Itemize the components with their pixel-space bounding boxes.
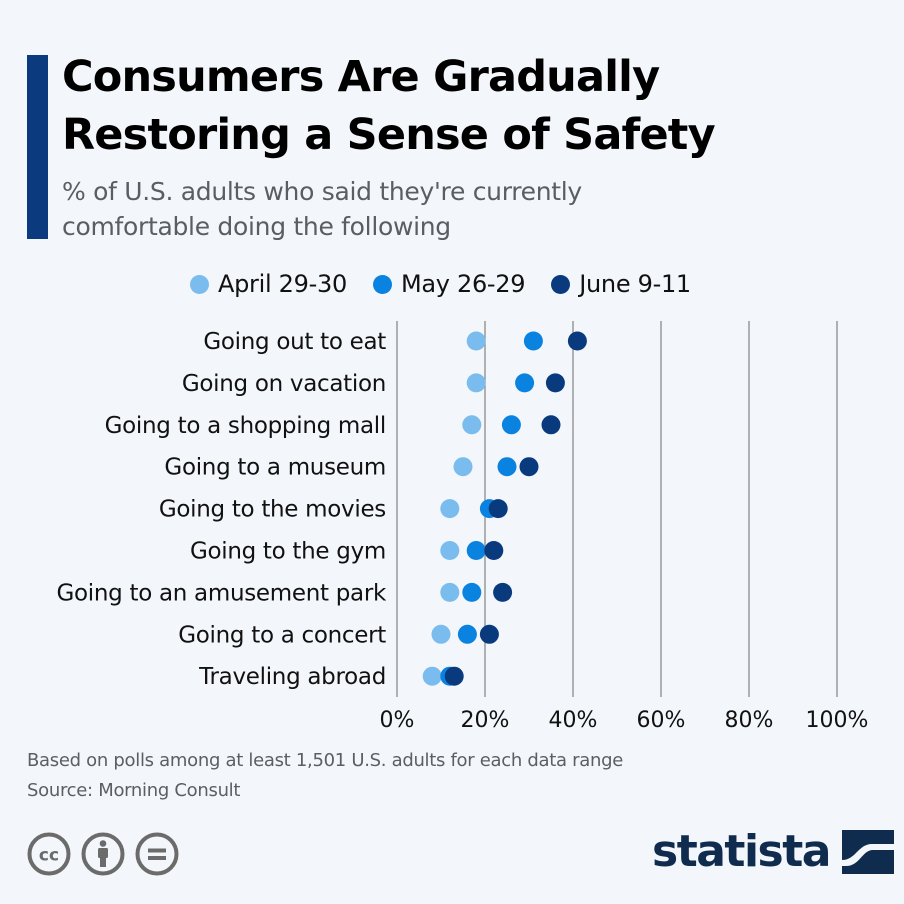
x-tick-label: 60% <box>637 708 686 733</box>
data-point-april-29-30 <box>453 457 473 477</box>
data-point-june-9-11 <box>519 457 539 477</box>
category-label: Traveling abroad <box>198 664 386 690</box>
footnote: Based on polls among at least 1,501 U.S.… <box>27 746 623 806</box>
svg-text:cc: cc <box>39 846 59 866</box>
subtitle-line-2: comfortable doing the following <box>62 212 451 241</box>
category-labels: Going out to eat Going on vacation Going t… <box>57 329 388 690</box>
data-point-may-26-29 <box>523 331 543 351</box>
data-point-april-29-30 <box>440 541 460 560</box>
statista-logo[interactable]: statista <box>652 826 894 878</box>
title-line-2: Restoring a Sense of Safety <box>62 110 716 160</box>
data-points <box>422 331 587 686</box>
data-point-april-29-30 <box>466 373 486 393</box>
legend-item-june: June 9-11 <box>551 270 691 298</box>
legend-dot-april <box>190 274 209 294</box>
x-tick-label: 20% <box>461 708 510 733</box>
category-label: Going to a museum <box>164 455 386 481</box>
cc-icon[interactable]: cc <box>27 832 71 876</box>
data-point-june-9-11 <box>567 331 587 351</box>
x-tick-label: 80% <box>725 708 774 733</box>
attribution-icon[interactable] <box>81 832 125 876</box>
data-point-june-9-11 <box>444 666 464 686</box>
data-point-may-26-29 <box>462 582 482 602</box>
data-point-april-29-30 <box>466 331 486 351</box>
no-derivatives-icon[interactable] <box>135 832 179 876</box>
data-point-april-29-30 <box>440 499 460 519</box>
data-point-june-9-11 <box>541 415 561 435</box>
data-point-may-26-29 <box>497 457 517 477</box>
legend-dot-may <box>372 274 392 294</box>
x-tick-label: 0% <box>380 708 415 733</box>
legend-label-april: April 29-30 <box>218 270 347 298</box>
legend-item-may: May 26-29 <box>372 270 526 298</box>
data-point-june-9-11 <box>493 582 513 602</box>
methodology-note: Based on polls among at least 1,501 U.S.… <box>27 750 624 771</box>
title-accent-bar <box>27 55 48 239</box>
category-label: Going out to eat <box>203 329 386 355</box>
data-point-may-26-29 <box>466 541 486 560</box>
data-point-june-9-11 <box>545 373 565 393</box>
data-point-may-26-29 <box>515 373 535 393</box>
statista-logo-icon <box>841 830 894 874</box>
brand-wordmark: statista <box>652 826 831 877</box>
data-point-may-26-29 <box>457 624 477 644</box>
data-point-june-9-11 <box>479 624 499 644</box>
subtitle-line-1: % of U.S. adults who said they're curren… <box>62 177 582 206</box>
source-note: Source: Morning Consult <box>27 780 241 801</box>
license-icons: cc <box>27 832 179 876</box>
data-point-may-26-29 <box>501 415 521 435</box>
data-point-april-29-30 <box>440 582 460 602</box>
chart-subtitle: % of U.S. adults who said they're curren… <box>62 174 862 244</box>
legend-label-may: May 26-29 <box>400 270 526 298</box>
x-tick-label: 40% <box>549 708 598 733</box>
category-label: Going to a concert <box>178 622 386 648</box>
chart-title: Consumers Are Gradually Restoring a Sens… <box>62 48 892 164</box>
x-axis-ticks: 0% 20% 40% 60% 80% 100% <box>380 708 869 733</box>
data-point-april-29-30 <box>431 624 451 644</box>
category-label: Going to the movies <box>159 497 386 523</box>
category-label: Going to a shopping mall <box>105 413 386 439</box>
data-point-june-9-11 <box>488 499 508 519</box>
data-point-april-29-30 <box>462 415 482 435</box>
legend-dot-june <box>551 274 571 294</box>
x-tick-label: 100% <box>806 708 869 733</box>
legend-label-june: June 9-11 <box>579 270 691 298</box>
category-label: Going to an amusement park <box>57 580 387 606</box>
legend: April 29-30 May 26-29 June 9-11 <box>190 268 691 300</box>
title-line-1: Consumers Are Gradually <box>62 52 660 102</box>
data-point-april-29-30 <box>422 666 442 686</box>
category-label: Going to the gym <box>190 539 386 565</box>
category-label: Going on vacation <box>182 371 386 397</box>
data-point-june-9-11 <box>484 541 504 560</box>
dot-plot-chart: Going out to eat Going on vacation Going t… <box>57 321 869 733</box>
legend-item-april: April 29-30 <box>190 270 347 298</box>
